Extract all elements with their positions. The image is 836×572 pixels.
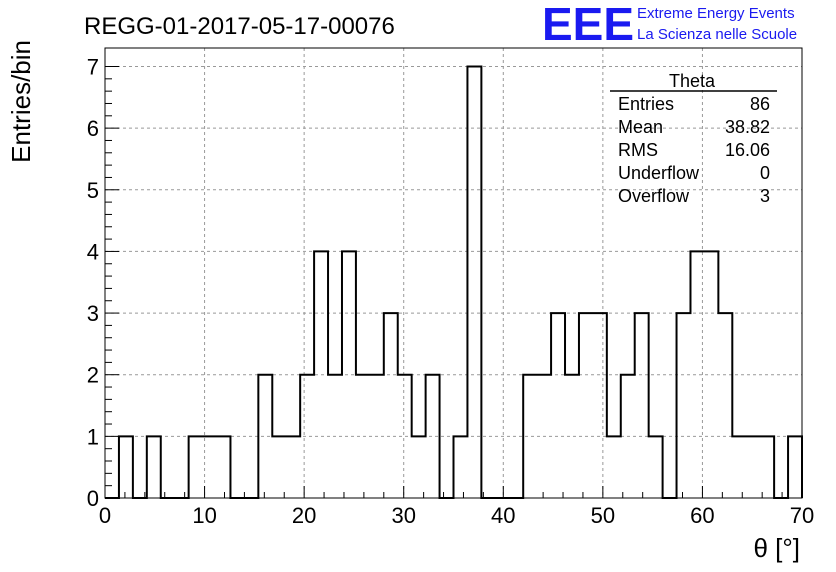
stats-box: Theta Entries 86 Mean 38.82 RMS 16.06 Un… [610,71,777,206]
histogram-bin [272,436,286,498]
stats-value-overflow: 3 [760,186,770,206]
histogram-bin [593,313,607,498]
run-title: REGG-01-2017-05-17-00076 [84,13,395,40]
y-tick-label: 1 [87,424,99,449]
x-tick-label: 60 [690,503,714,528]
y-tick-label: 3 [87,301,99,326]
eee-logo: EEE [542,0,634,50]
histogram-bin [119,436,133,498]
histogram-bin [467,66,481,498]
histogram-bin [551,313,565,498]
grid [105,48,802,498]
stats-value-entries: 86 [750,94,770,114]
histogram-bin [454,436,468,498]
stats-label-mean: Mean [618,117,663,137]
histogram-bin [412,436,426,498]
stats-value-underflow: 0 [760,163,770,183]
x-axis-title: θ [°] [753,533,800,563]
x-tick-label: 30 [391,503,415,528]
x-tick-label: 20 [292,503,316,528]
y-tick-label: 7 [87,54,99,79]
histogram-bin [635,313,649,498]
x-tick-label: 0 [99,503,111,528]
stats-value-rms: 16.06 [725,140,770,160]
histogram-bin [760,436,774,498]
stats-label-entries: Entries [618,94,674,114]
histogram-bin [147,436,161,498]
x-tick-label: 40 [491,503,515,528]
histogram-bin [384,313,398,498]
stats-label-underflow: Underflow [618,163,700,183]
logo-line-1: Extreme Energy Events [637,5,795,22]
logo-line-2: La Scienza nelle Scuole [637,26,797,43]
histogram-bin [258,375,272,498]
x-tick-label: 70 [790,503,814,528]
y-tick-label: 5 [87,178,99,203]
y-tick-label: 0 [87,486,99,511]
histogram-bin [189,436,203,498]
y-axis-title: Entries/bin [6,40,36,163]
plot-frame [104,47,803,499]
x-tick-label: 10 [192,503,216,528]
histogram-bin [677,313,691,498]
y-tick-label: 4 [87,239,99,264]
stats-label-rms: RMS [618,140,658,160]
y-tick-label: 6 [87,116,99,141]
histogram-bin [579,313,593,498]
stats-title: Theta [669,71,716,91]
x-tick-label: 50 [591,503,615,528]
histogram-bin [649,436,663,498]
histogram-bin [300,375,314,498]
histogram-bin [607,436,621,498]
stats-label-overflow: Overflow [618,186,690,206]
histogram-bin [746,436,760,498]
histogram-layer [105,65,803,499]
histogram-bin [732,436,746,498]
y-tick-label: 2 [87,363,99,388]
stats-value-mean: 38.82 [725,117,770,137]
histogram-outline [105,65,803,499]
histogram-bin [718,313,732,498]
histogram-bin [217,436,231,498]
histogram-bin [788,436,802,498]
histogram-bin [286,436,300,498]
